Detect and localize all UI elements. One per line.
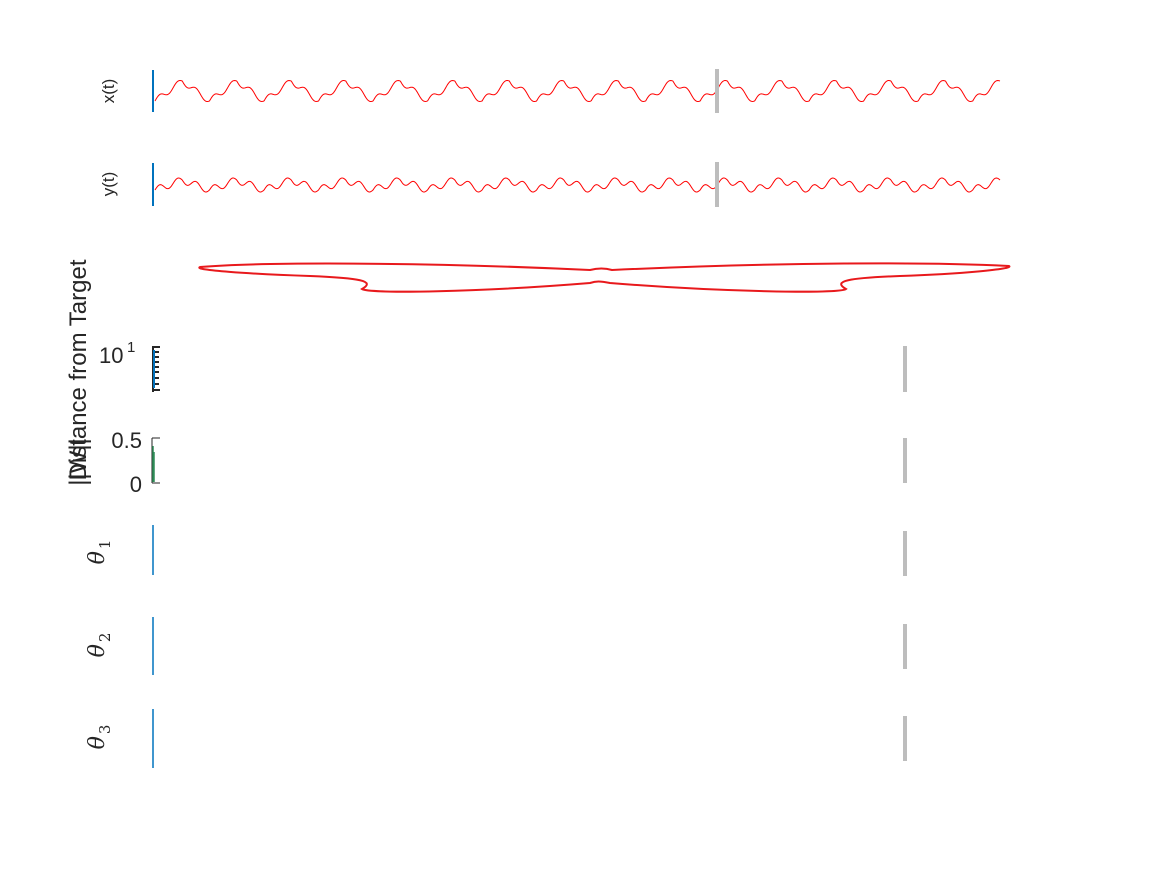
theta2-subscript: 2	[96, 633, 114, 643]
svg-text:θ1: θ1	[85, 540, 114, 565]
panel-theta3: θ3	[85, 709, 907, 768]
distance-ytick-base: 10	[99, 343, 123, 368]
weights-ytick-high: 0.5	[111, 428, 142, 453]
distance-ylabel: Distance from Target	[65, 259, 92, 480]
y-ylabel: y(t)	[99, 172, 118, 197]
panel-y: y(t)	[99, 162, 1001, 207]
theta3-subscript: 3	[96, 725, 114, 735]
panel-trajectory	[198, 262, 1011, 293]
panel-theta1: θ1	[85, 525, 907, 576]
theta3-ylabel: θ3	[85, 725, 114, 750]
theta2-ylabel: θ2	[85, 633, 114, 658]
theta1-ylabel: θ1	[85, 540, 114, 565]
svg-text:θ2: θ2	[85, 633, 114, 658]
y-signal-line	[154, 177, 1001, 193]
panel-weights: ||W|| 0.5 0	[65, 428, 907, 497]
weights-ylabel: ||W||	[65, 438, 92, 486]
x-signal-line	[154, 80, 1001, 102]
svg-text:θ3: θ3	[85, 725, 114, 750]
theta2-symbol: θ	[85, 644, 110, 657]
theta1-subscript: 1	[96, 540, 114, 550]
panel-x: x(t)	[99, 69, 1001, 113]
x-ylabel: x(t)	[99, 79, 118, 104]
trajectory-loop	[198, 262, 1011, 293]
panel-theta2: θ2	[85, 617, 907, 675]
weights-axis	[151, 437, 160, 484]
theta3-symbol: θ	[85, 736, 110, 749]
weights-signal-line	[152, 446, 155, 482]
distance-ytick-exponent: 1	[127, 339, 135, 356]
theta1-symbol: θ	[85, 551, 110, 564]
weights-ytick-low: 0	[130, 472, 142, 497]
panel-distance: Distance from Target 10 1	[65, 259, 907, 480]
